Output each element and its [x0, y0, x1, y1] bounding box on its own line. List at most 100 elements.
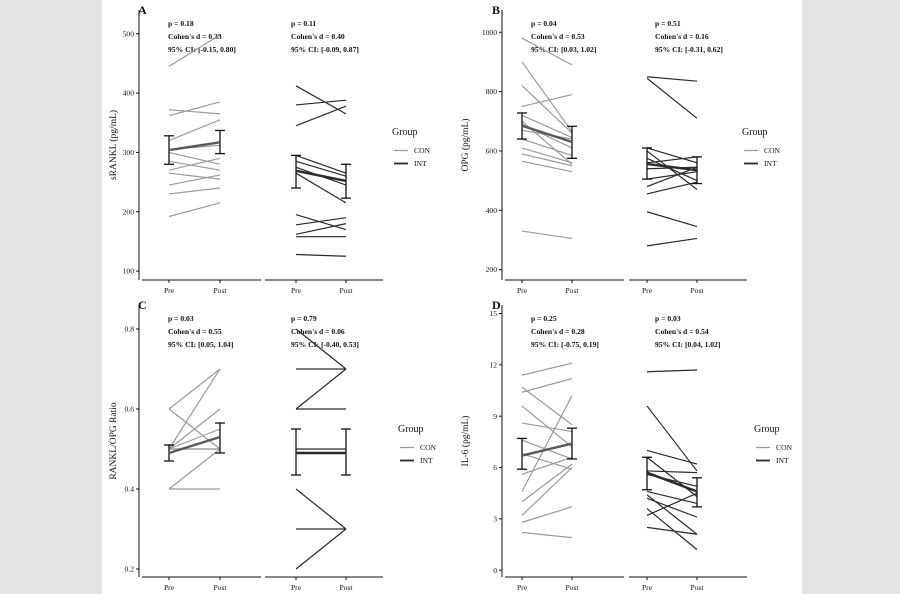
subject-line [295, 172, 347, 204]
stat-text: Cohen's d = 0.16 [655, 32, 709, 41]
subject-line [521, 85, 573, 134]
stat-text: p = 0.03 [168, 314, 194, 323]
mean-line [168, 141, 221, 152]
subject-line [521, 147, 573, 164]
subject-line [521, 531, 573, 539]
legend-label: CON [764, 146, 781, 155]
subject-line [646, 492, 698, 516]
legend-title: Group [392, 127, 418, 138]
subject-line [521, 362, 573, 376]
subject-line [646, 211, 698, 228]
x-tick-label: Post [339, 286, 353, 295]
chart-svg: A 100 200 300 400 500 sRANKL (pg/mL) Pre Post p =… [108, 3, 793, 592]
subject-line [646, 456, 698, 498]
y-tick-label: 400 [123, 89, 135, 98]
subject-line [646, 449, 698, 465]
stat-text: Cohen's d = 0.53 [531, 32, 585, 41]
stat-text: 95% CI: [-0.40, 0.53] [291, 340, 359, 349]
subject-line [168, 34, 221, 67]
subject-line [295, 214, 347, 231]
y-tick-label: 100 [123, 267, 135, 276]
subject-line [168, 428, 221, 450]
stat-text: 95% CI: [-0.31, 0.62] [655, 45, 723, 54]
mean-line [646, 162, 698, 172]
subject-line [168, 151, 221, 165]
subject-line [646, 166, 698, 188]
y-tick-label: 300 [123, 148, 135, 157]
legend-label: CON [414, 146, 431, 155]
x-tick-label: Pre [642, 583, 653, 592]
subject-line [521, 422, 573, 433]
stat-text: Cohen's d = 0.28 [531, 327, 585, 336]
x-tick-label: Pre [164, 583, 175, 592]
subject-line [646, 237, 698, 247]
stat-text: Cohen's d = 0.33 [168, 32, 222, 41]
subject-line [521, 377, 573, 393]
subject-line [646, 150, 698, 190]
subject-line [295, 160, 347, 177]
subject-line [295, 105, 347, 127]
y-tick-label: 200 [123, 207, 135, 216]
legend-label: INT [764, 159, 777, 168]
stat-text: Cohen's d = 0.55 [168, 327, 222, 336]
y-tick-label: 3 [493, 514, 497, 523]
y-axis-label: OPG (pg/mL) [460, 118, 471, 171]
subject-line [168, 368, 221, 410]
subject-line [168, 174, 221, 186]
subject-line [168, 368, 221, 450]
y-tick-label: 0 [493, 566, 497, 575]
stat-text: p = 0.18 [168, 19, 194, 28]
subject-line [646, 171, 698, 180]
panel-letter: D [492, 298, 501, 312]
subject-line [646, 526, 698, 535]
subject-line [168, 119, 221, 142]
y-tick-label: 9 [493, 412, 497, 421]
subject-line [168, 448, 221, 490]
panel-letter: C [138, 298, 147, 312]
subject-line [646, 470, 698, 474]
y-tick-label: 800 [486, 87, 498, 96]
subject-line [521, 386, 573, 426]
stat-text: 95% CI: [0.05, 1.04] [168, 340, 233, 349]
x-tick-label: Post [565, 286, 579, 295]
subject-line [168, 160, 221, 171]
y-tick-label: 200 [486, 265, 498, 274]
subject-line [521, 37, 573, 66]
subject-line [295, 223, 347, 235]
legend-label: INT [420, 456, 433, 465]
subject-line [521, 467, 573, 516]
stat-text: Cohen's d = 0.54 [655, 327, 709, 336]
stat-text: 95% CI: [-0.09, 0.87] [291, 45, 359, 54]
panel-letter: A [138, 3, 147, 17]
subject-line [521, 463, 573, 503]
stat-text: p = 0.03 [655, 314, 681, 323]
x-tick-label: Post [213, 583, 227, 592]
y-tick-label: 6 [493, 463, 497, 472]
subject-line [521, 506, 573, 523]
subject-line [521, 138, 573, 156]
subject-line [646, 156, 698, 164]
y-axis-label: IL-6 (pg/mL) [460, 416, 471, 467]
subject-line [646, 369, 698, 373]
subject-line [521, 93, 573, 108]
x-tick-label: Pre [291, 286, 302, 295]
stat-text: p = 0.25 [531, 314, 557, 323]
y-tick-label: 0.8 [125, 325, 135, 334]
x-tick-label: Pre [642, 286, 653, 295]
subject-line [646, 497, 698, 518]
subject-line [646, 181, 698, 195]
x-tick-label: Pre [291, 583, 302, 592]
subject-line [295, 217, 347, 226]
y-tick-label: 0.4 [125, 485, 135, 494]
subject-line [295, 488, 347, 530]
x-tick-label: Post [565, 583, 579, 592]
subject-line [646, 147, 698, 164]
mean-line [295, 169, 347, 183]
stat-text: Cohen's d = 0.40 [291, 32, 345, 41]
stat-text: 95% CI: [0.03, 1.02] [531, 45, 596, 54]
subject-line [168, 202, 221, 218]
subject-line [521, 405, 573, 448]
subject-line [521, 453, 573, 470]
y-axis-label: RANKL/OPG Ratio [109, 402, 119, 480]
y-tick-label: 0.6 [125, 405, 135, 414]
